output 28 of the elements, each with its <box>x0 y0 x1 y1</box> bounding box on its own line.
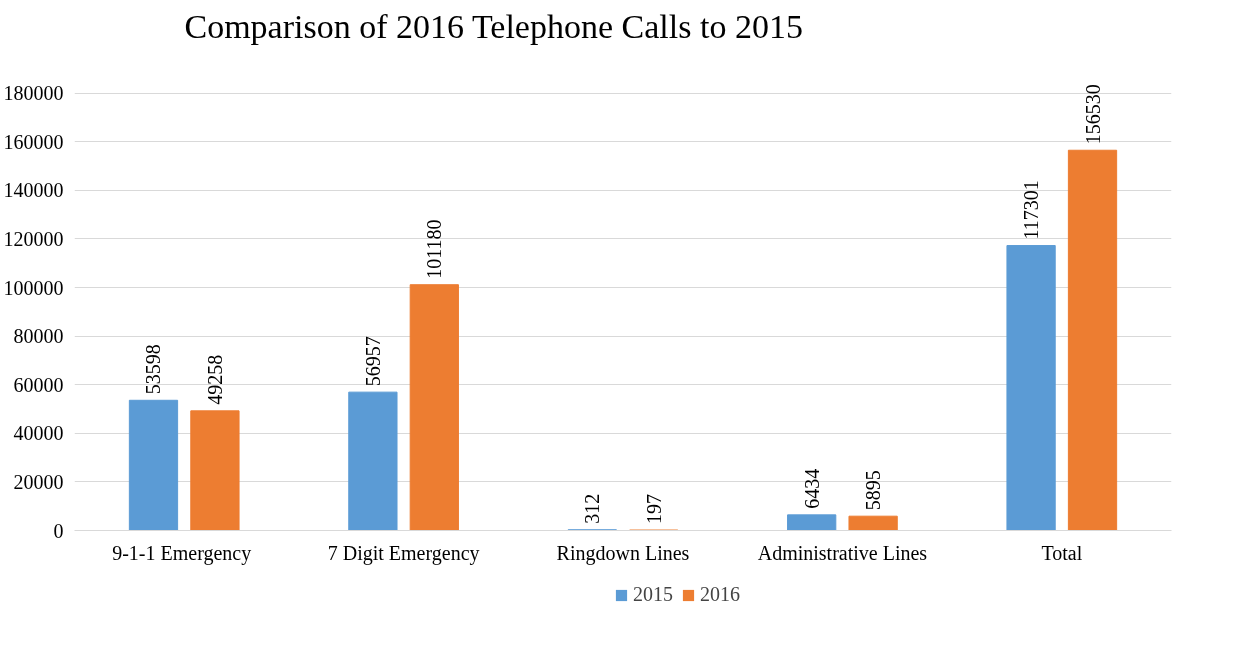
data-label: 197 <box>642 494 665 525</box>
y-tick-label: 0 <box>53 519 64 542</box>
chart-title: Comparison of 2016 Telephone Calls to 2015 <box>184 7 803 45</box>
x-tick-label: Total <box>1041 541 1083 564</box>
y-tick-label: 40000 <box>13 422 64 445</box>
legend-label: 2016 <box>700 583 740 606</box>
legend-label: 2015 <box>633 583 673 606</box>
y-tick-label: 100000 <box>3 276 64 299</box>
x-tick-label: Administrative Lines <box>757 541 928 564</box>
data-label: 117301 <box>1020 180 1043 240</box>
y-tick-label: 180000 <box>3 82 64 105</box>
data-label: 312 <box>581 493 604 524</box>
y-tick-label: 140000 <box>3 179 64 202</box>
data-label: 49258 <box>203 354 226 405</box>
y-tick-label: 120000 <box>3 227 64 250</box>
y-tick-label: 80000 <box>13 325 64 348</box>
data-label: 101180 <box>423 219 446 279</box>
x-tick-label: 7 Digit Emergency <box>327 541 480 565</box>
x-tick-label: 9-1-1 Emergency <box>112 541 252 565</box>
data-label: 156530 <box>1081 84 1104 145</box>
data-label: 53598 <box>142 344 165 395</box>
x-tick-label: Ringdown Lines <box>556 541 690 565</box>
data-label: 5895 <box>862 470 885 511</box>
y-tick-label: 60000 <box>13 373 64 396</box>
data-label: 56957 <box>361 336 384 387</box>
y-tick-label: 160000 <box>3 130 64 153</box>
data-label: 6434 <box>800 468 823 509</box>
y-tick-label: 20000 <box>13 470 64 493</box>
